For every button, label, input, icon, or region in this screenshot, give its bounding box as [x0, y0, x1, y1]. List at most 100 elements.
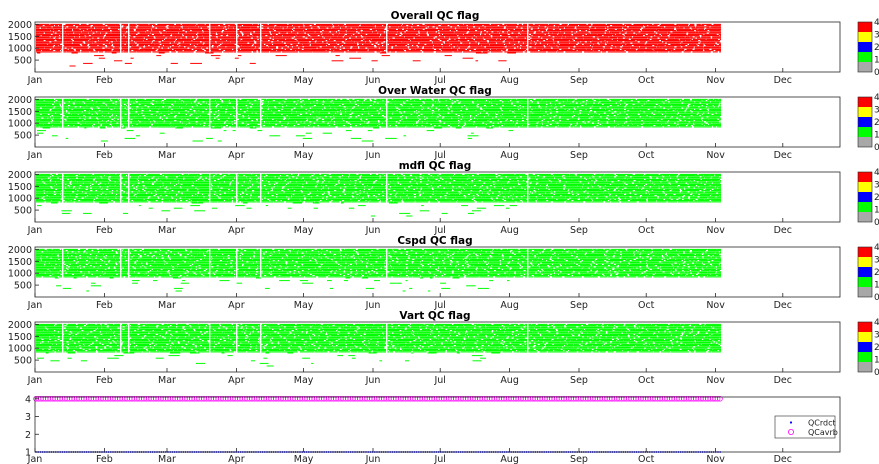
- x-tick-label: Nov: [706, 75, 725, 86]
- x-tick-label: May: [294, 225, 314, 236]
- colorbar-tick-label: 4: [874, 93, 879, 103]
- data-gap: [62, 23, 64, 68]
- colorbar: 0 1 2 3 4: [857, 93, 879, 153]
- x-tick-label: Dec: [774, 225, 792, 236]
- colorbar-frame: [857, 96, 873, 148]
- qc-flag-field: [36, 98, 721, 143]
- x-tick-label: Apr: [228, 75, 245, 86]
- colorbar: 0 1 2 3 4: [857, 18, 879, 78]
- x-tick-label: Feb: [96, 150, 113, 161]
- axes-frame: [34, 96, 841, 148]
- x-tick-label: Jul: [433, 75, 445, 86]
- x-tick-label: Aug: [500, 150, 519, 161]
- x-tick-label: Jun: [365, 225, 381, 236]
- y-tick-label: 1000: [8, 194, 32, 205]
- data-gap: [260, 173, 262, 218]
- colorbar-swatch: [858, 182, 872, 192]
- colorbar-swatch: [858, 137, 872, 147]
- colorbar-tick-label: 2: [874, 43, 879, 53]
- colorbar-tick-label: 2: [874, 193, 879, 203]
- x-tick-label: Feb: [96, 75, 113, 86]
- y-tick-label: 500: [14, 206, 32, 217]
- data-gap: [260, 23, 262, 68]
- data-gap: [209, 173, 211, 218]
- x-tick-label: Oct: [638, 225, 655, 236]
- x-tick-label: Sep: [570, 75, 588, 86]
- data-gap: [527, 173, 529, 218]
- colorbar-swatch: [858, 42, 872, 52]
- colorbar-swatch: [858, 192, 872, 202]
- x-tick-label: May: [294, 150, 314, 161]
- data-gap: [527, 98, 529, 143]
- colorbar-swatch: [858, 127, 872, 137]
- x-tick-label: Sep: [570, 150, 588, 161]
- panel-title: Over Water QC flag: [378, 85, 492, 97]
- x-tick-label: Nov: [706, 150, 725, 161]
- x-tick-label: Oct: [638, 150, 655, 161]
- colorbar-swatch: [858, 52, 872, 62]
- y-tick-label: 1000: [8, 119, 32, 130]
- colorbar-tick-label: 1: [874, 56, 879, 66]
- x-tick-label: Apr: [228, 225, 245, 236]
- colorbar-tick-label: 1: [874, 131, 879, 141]
- x-tick-label: Sep: [570, 225, 588, 236]
- y-tick-label: 1500: [8, 182, 32, 193]
- x-tick-label: Jan: [27, 225, 43, 236]
- colorbar-swatch: [858, 202, 872, 212]
- colorbar-tick-label: 3: [874, 31, 879, 41]
- data-gap: [62, 98, 64, 143]
- x-tick-label: Jan: [27, 75, 43, 86]
- axes-frame: [34, 171, 841, 223]
- colorbar-tick-label: 3: [874, 181, 879, 191]
- x-tick-label: Dec: [774, 150, 792, 161]
- colorbar-tick-label: 1: [874, 206, 879, 216]
- data-gap: [386, 173, 388, 218]
- colorbar: 0 1 2 3 4: [857, 168, 879, 228]
- y-tick-label: 2000: [8, 20, 32, 31]
- data-gap: [62, 173, 64, 218]
- colorbar-tick-label: 0: [874, 218, 879, 228]
- x-tick-label: Feb: [96, 225, 113, 236]
- colorbar-swatch: [858, 97, 872, 107]
- qc-flag-field: [36, 23, 721, 68]
- colorbar-swatch: [858, 117, 872, 127]
- x-tick-label: Mar: [158, 225, 176, 236]
- y-tick-label: 2000: [8, 95, 32, 106]
- data-gap: [386, 98, 388, 143]
- panel-title: mdfl QC flag: [399, 160, 472, 172]
- y-tick-label: 1500: [8, 32, 32, 43]
- data-gap: [128, 98, 130, 143]
- data-gap: [120, 98, 122, 143]
- data-gap: [386, 23, 388, 68]
- y-tick-label: 2000: [8, 170, 32, 181]
- qc-flag-field: [36, 248, 721, 293]
- y-tick-label: 1500: [8, 107, 32, 118]
- x-tick-label: Jul: [433, 150, 445, 161]
- x-tick-label: Jun: [365, 75, 381, 86]
- colorbar-tick-label: 0: [874, 143, 879, 153]
- y-tick-label: 500: [14, 131, 32, 142]
- data-gap: [120, 23, 122, 68]
- colorbar-swatch: [858, 107, 872, 117]
- x-tick-label: Aug: [500, 75, 519, 86]
- data-gap: [236, 173, 238, 218]
- panel-title: Cspd QC flag: [397, 235, 472, 247]
- x-tick-label: Jul: [433, 225, 445, 236]
- colorbar-tick-label: 4: [874, 168, 879, 178]
- data-gap: [120, 173, 122, 218]
- y-tick-label: 1000: [8, 44, 32, 55]
- x-tick-label: Aug: [500, 225, 519, 236]
- colorbar-tick-label: 2: [874, 118, 879, 128]
- colorbar-tick-label: 4: [874, 18, 879, 28]
- x-tick-label: Mar: [158, 150, 176, 161]
- x-tick-label: Apr: [228, 150, 245, 161]
- x-tick-label: Nov: [706, 225, 725, 236]
- x-tick-label: Dec: [774, 75, 792, 86]
- colorbar-tick-label: 3: [874, 106, 879, 116]
- axes-frame: [34, 21, 841, 73]
- qc-flag-field: [36, 173, 721, 218]
